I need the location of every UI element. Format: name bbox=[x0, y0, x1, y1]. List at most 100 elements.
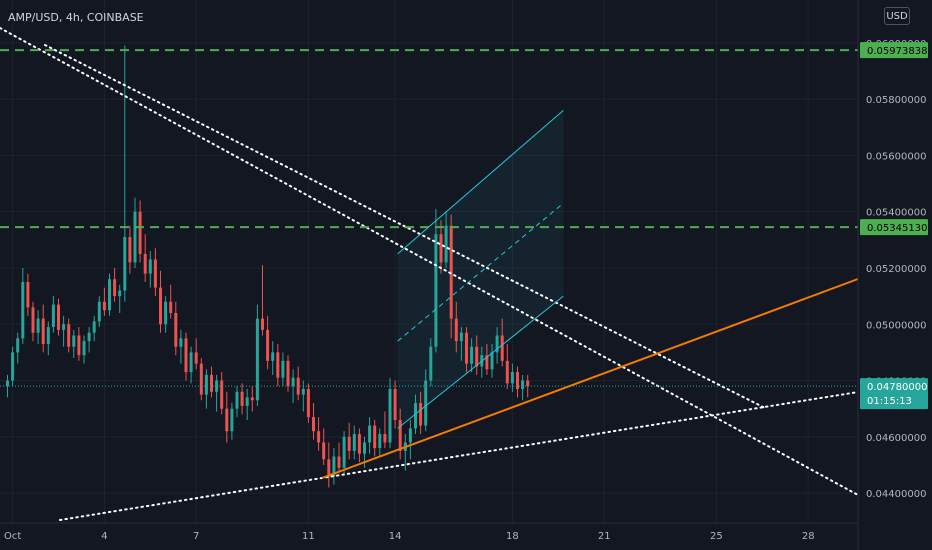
candle-body bbox=[92, 321, 96, 333]
price-tick-label: 0.05400000 bbox=[866, 208, 926, 219]
level-price-badge bbox=[860, 42, 928, 59]
candle-body bbox=[393, 388, 397, 420]
time-axis[interactable]: Oct 4 7 11 14 18 21 25 28 bbox=[4, 531, 815, 542]
candle-body bbox=[36, 318, 40, 333]
horizontal-levels[interactable] bbox=[0, 49, 858, 387]
candle-body bbox=[16, 338, 20, 353]
candle-body bbox=[475, 346, 479, 367]
candle-body bbox=[189, 352, 193, 373]
price-axis[interactable]: 0.060000000.058000000.056000000.05400000… bbox=[866, 39, 926, 500]
price-tick-label: 0.05600000 bbox=[866, 151, 926, 162]
candle-body bbox=[57, 304, 60, 330]
candle-body bbox=[179, 338, 183, 347]
candle-body bbox=[281, 360, 285, 378]
channel-lower-line[interactable] bbox=[397, 295, 564, 429]
price-tick-label: 0.04600000 bbox=[866, 433, 926, 444]
time-tick-label: 21 bbox=[598, 531, 611, 542]
candle-body bbox=[429, 346, 433, 381]
level-price-badge bbox=[860, 219, 928, 236]
candle-body bbox=[495, 335, 499, 353]
candle-body bbox=[261, 318, 264, 330]
current-price-badge-label: 0.04780000 bbox=[867, 382, 927, 393]
candle-body bbox=[526, 380, 530, 387]
candle-body bbox=[194, 352, 198, 364]
candle-body bbox=[470, 346, 474, 364]
candle-body bbox=[291, 377, 295, 387]
candle-body bbox=[204, 374, 208, 395]
ascending-support-dotted[interactable] bbox=[59, 391, 859, 521]
candle-body bbox=[113, 279, 117, 297]
candle-body bbox=[62, 324, 66, 330]
candle-body bbox=[159, 287, 162, 325]
candle-body bbox=[143, 253, 147, 274]
candle-body bbox=[521, 380, 525, 389]
candle-body bbox=[41, 318, 45, 344]
candle-body bbox=[210, 374, 213, 392]
level-price-badge-label: 0.05345130 bbox=[867, 223, 927, 234]
candle-body bbox=[347, 436, 351, 451]
candle-body bbox=[352, 434, 356, 451]
candle-body bbox=[378, 434, 382, 449]
candle-body bbox=[72, 335, 76, 347]
time-tick-label: 14 bbox=[389, 531, 402, 542]
candle-body bbox=[306, 388, 310, 418]
candle-body bbox=[312, 417, 315, 432]
candle-body bbox=[296, 377, 300, 395]
candle-body bbox=[398, 419, 402, 451]
candle-body bbox=[266, 329, 270, 361]
candle-body bbox=[449, 225, 453, 319]
candle-body bbox=[465, 332, 468, 364]
candle-body bbox=[459, 332, 463, 342]
candle-body bbox=[414, 403, 417, 429]
candle-body bbox=[276, 352, 280, 378]
currency-button[interactable]: USD bbox=[884, 7, 910, 25]
candle-body bbox=[46, 327, 50, 344]
candle-body bbox=[383, 434, 387, 443]
ascending-trendline-orange[interactable] bbox=[321, 278, 859, 479]
candle-body bbox=[271, 352, 275, 361]
candle-body bbox=[26, 282, 30, 308]
candle-body bbox=[31, 307, 35, 333]
price-tick-label: 0.05800000 bbox=[866, 95, 926, 106]
candle-body bbox=[500, 335, 504, 361]
candle-body bbox=[51, 304, 55, 328]
candle-body bbox=[169, 301, 173, 313]
time-tick-label: Oct bbox=[4, 531, 21, 542]
candle-body bbox=[301, 388, 305, 395]
bar-countdown-label: 01:15:13 bbox=[867, 396, 912, 407]
candle-body bbox=[419, 403, 423, 426]
candle-body bbox=[485, 355, 489, 370]
candle-body bbox=[11, 352, 15, 381]
candle-body bbox=[174, 312, 178, 347]
price-tick-label: 0.04400000 bbox=[866, 489, 926, 500]
descending-trendline-outer[interactable] bbox=[0, 27, 859, 496]
price-tick-label: 0.05000000 bbox=[866, 320, 926, 331]
channel-upper-line[interactable] bbox=[397, 109, 564, 255]
parallel-channel-fill bbox=[397, 110, 564, 429]
candle-body bbox=[342, 436, 346, 468]
candle-body bbox=[128, 237, 132, 263]
candle-body bbox=[230, 408, 234, 432]
candle-body bbox=[97, 301, 101, 322]
time-tick-label: 28 bbox=[802, 531, 815, 542]
candle-body bbox=[87, 332, 91, 342]
time-tick-label: 11 bbox=[302, 531, 315, 542]
symbol-title: AMP/USD, 4h, COINBASE bbox=[8, 11, 144, 24]
candle-body bbox=[77, 335, 81, 356]
candle-body bbox=[322, 442, 326, 460]
time-tick-label: 7 bbox=[193, 531, 199, 542]
candle-body bbox=[454, 318, 458, 342]
candle-body bbox=[337, 456, 341, 468]
candle-body bbox=[490, 352, 494, 370]
price-badges: 0.05973838 0.05345130 0.04780000 01:15:13 bbox=[860, 42, 928, 410]
candle-body bbox=[148, 259, 152, 274]
candle-body bbox=[138, 211, 142, 254]
candle-body bbox=[6, 380, 9, 387]
candle-body bbox=[317, 431, 321, 443]
candle-body bbox=[332, 456, 336, 477]
candle-body bbox=[164, 301, 168, 325]
candle-body bbox=[153, 259, 157, 288]
candle-body bbox=[363, 442, 366, 454]
candle-body bbox=[82, 341, 86, 356]
